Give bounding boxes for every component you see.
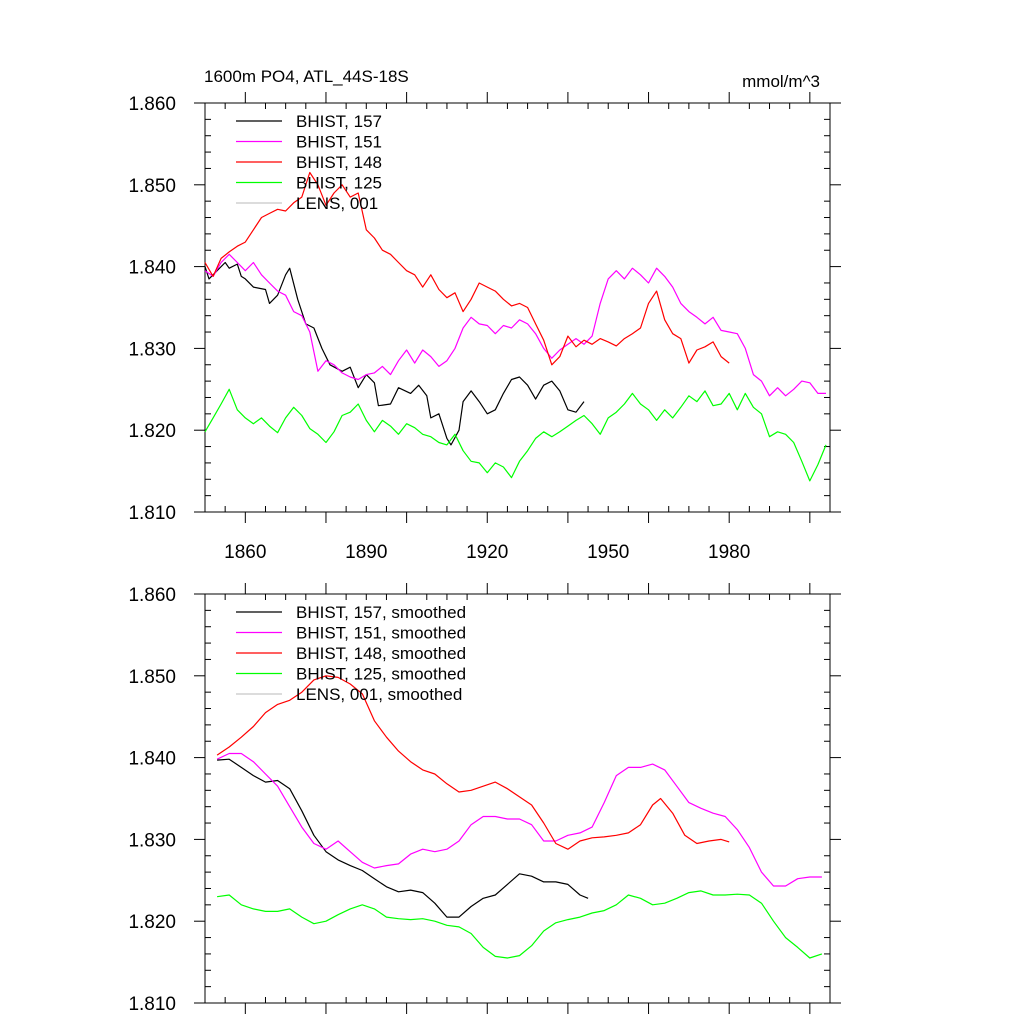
y-tick-label: 1.840 (128, 258, 176, 279)
legend-label: LENS, 001, smoothed (296, 685, 462, 704)
x-tick-label: 1920 (466, 542, 508, 563)
legend-label: BHIST, 148 (296, 153, 382, 172)
x-tick-label: 1980 (708, 542, 750, 563)
y-tick-label: 1.830 (128, 830, 176, 851)
legend-label: BHIST, 151, smoothed (296, 624, 466, 643)
series-top (204, 171, 827, 482)
legend-label: BHIST, 151 (296, 133, 382, 152)
series-line (204, 261, 585, 446)
y-tick-label: 1.860 (128, 585, 176, 606)
x-tick-label: 1890 (345, 542, 387, 563)
y-tick-label: 1.810 (128, 503, 176, 524)
y-tick-label: 1.840 (128, 749, 176, 770)
y-tick-label: 1.820 (128, 912, 176, 933)
y-tick-label: 1.850 (128, 176, 176, 197)
top-panel: 1600m PO4, ATL_44S-18S mmol/m^3 1860 1890… (128, 67, 841, 563)
y-tick-label: 1.810 (128, 994, 176, 1015)
legend-label: BHIST, 125, smoothed (296, 665, 466, 684)
series-line (217, 758, 589, 918)
series-line (217, 890, 823, 959)
legend-bottom: BHIST, 157, smoothed BHIST, 151, smoothed… (236, 603, 466, 704)
legend-label: BHIST, 157, smoothed (296, 603, 466, 622)
series-line (216, 675, 730, 850)
y-tick-label: 1.860 (128, 94, 176, 115)
series-line (204, 171, 730, 366)
series-line (204, 253, 826, 397)
legend-label: BHIST, 157 (296, 112, 382, 131)
x-tick-label: 1950 (587, 542, 629, 563)
axes-bottom: 1.810 1.820 1.830 1.840 1.850 1.860 (128, 583, 841, 1015)
bottom-panel: 1.810 1.820 1.830 1.840 1.850 1.860 BHIST, 15… (128, 583, 841, 1015)
units-label: mmol/m^3 (742, 72, 820, 91)
y-tick-label: 1.830 (128, 339, 176, 360)
y-tick-label: 1.850 (128, 667, 176, 688)
series-line (216, 752, 822, 887)
series-bottom (216, 675, 823, 959)
legend-label: BHIST, 148, smoothed (296, 644, 466, 663)
plot-frame (204, 102, 831, 513)
x-tick-label: 1860 (224, 542, 266, 563)
plot-frame (204, 593, 831, 1004)
chart-title: 1600m PO4, ATL_44S-18S (204, 67, 409, 86)
legend-label: BHIST, 125 (296, 174, 382, 193)
legend-label: LENS, 001 (296, 194, 378, 213)
y-tick-label: 1.820 (128, 421, 176, 442)
series-line (204, 388, 827, 482)
axes-top: 1860 1890 1920 1950 1980 1.810 1.820 1.830 1.840… (128, 92, 841, 563)
